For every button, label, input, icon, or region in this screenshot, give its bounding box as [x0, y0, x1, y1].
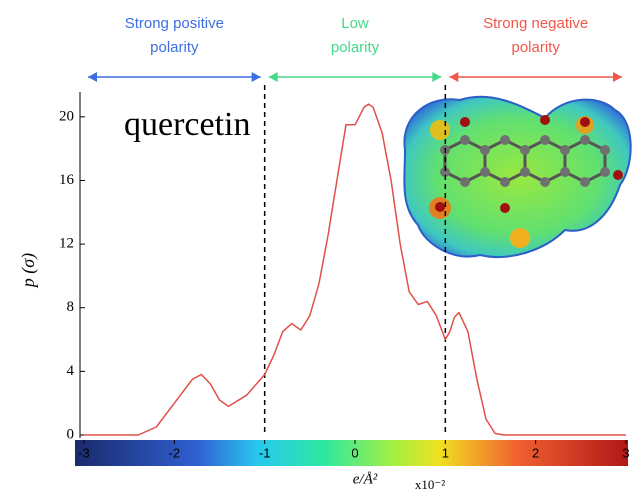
y-tick-label: 12	[59, 236, 74, 252]
profile-line	[84, 103, 626, 436]
region-label: Low	[341, 15, 369, 32]
x-tick-label: -1	[259, 445, 271, 460]
y-tick-label: 20	[59, 108, 74, 124]
y-tick-label: 8	[67, 299, 75, 315]
y-tick-label: 4	[67, 363, 75, 379]
region-label: polarity	[331, 39, 380, 56]
y-tick-label: 0	[67, 426, 75, 442]
x-tick-label: 1	[442, 445, 449, 460]
molecule-image	[403, 95, 632, 259]
x-tick-label: -2	[169, 445, 181, 460]
chart-title: quercetin	[124, 106, 251, 143]
x-tick-label: -3	[78, 445, 90, 460]
region-label: Strong positive	[125, 15, 224, 32]
region-label: Strong negative	[483, 15, 588, 32]
y-axis-label: p (σ)	[18, 253, 39, 289]
x-axis-label: e/Å²	[353, 471, 378, 487]
x-tick-label: 2	[532, 445, 539, 460]
x-tick-label: 0	[351, 445, 358, 460]
y-tick-label: 16	[59, 172, 75, 188]
region-label: polarity	[150, 39, 199, 56]
region-label: polarity	[511, 39, 560, 56]
colorbar	[75, 440, 628, 466]
x-axis-unit: x10⁻²	[415, 477, 445, 492]
x-tick-label: 3	[622, 445, 629, 460]
